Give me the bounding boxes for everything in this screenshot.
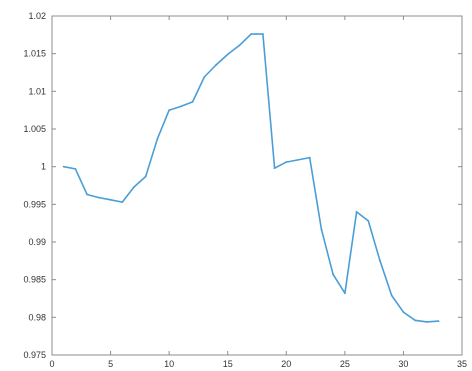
data-point xyxy=(86,193,89,196)
plot-frame xyxy=(51,15,463,356)
data-point xyxy=(250,33,253,35)
data-point xyxy=(261,33,264,35)
y-tick-label: 0.985 xyxy=(23,275,46,285)
data-point xyxy=(379,259,381,262)
series-layer xyxy=(62,33,440,323)
data-point xyxy=(425,320,428,323)
x-tick-label: 0 xyxy=(49,359,54,369)
y-tick-label: 0.975 xyxy=(23,350,46,360)
y-tick-label: 1.02 xyxy=(28,11,46,21)
data-point xyxy=(133,186,135,188)
data-point xyxy=(285,161,288,164)
data-point xyxy=(203,76,206,78)
data-point xyxy=(121,201,124,203)
data-point xyxy=(109,198,112,201)
data-point xyxy=(402,311,405,313)
data-point xyxy=(144,175,147,178)
x-tick-label: 5 xyxy=(108,359,113,369)
y-tick-label: 1.01 xyxy=(28,86,46,96)
x-tick-label: 10 xyxy=(164,359,174,369)
data-point xyxy=(191,100,194,103)
data-point xyxy=(367,220,370,222)
data-point xyxy=(62,165,65,168)
data-point xyxy=(273,167,276,170)
data-point xyxy=(215,64,217,66)
data-point xyxy=(156,137,159,140)
data-point xyxy=(97,196,100,199)
data-point xyxy=(74,168,77,170)
y-axis: 0.975 0.98 0.985 0.99 0.995 1 1.005 1.01 1.015 1.… xyxy=(23,11,462,360)
data-point xyxy=(332,273,335,276)
data-point xyxy=(437,320,440,322)
data-point xyxy=(390,294,393,297)
x-tick-label: 35 xyxy=(457,359,467,369)
y-tick-label: 0.98 xyxy=(28,312,46,322)
x-axis: 0 5 10 15 20 25 30 35 xyxy=(49,16,467,369)
x-tick-label: 25 xyxy=(340,359,350,369)
data-point xyxy=(297,158,299,161)
data-point xyxy=(179,105,182,108)
data-point xyxy=(168,109,171,112)
x-tick-label: 30 xyxy=(398,359,408,369)
x-tick-label: 15 xyxy=(223,359,233,369)
y-tick-label: 0.995 xyxy=(23,199,46,209)
data-point xyxy=(320,228,323,231)
y-tick-label: 1.015 xyxy=(23,49,46,59)
data-point xyxy=(343,292,346,295)
x-tick-label: 20 xyxy=(281,359,291,369)
y-tick-label: 0.99 xyxy=(28,237,46,247)
data-point xyxy=(355,210,358,213)
y-tick-label: 1.005 xyxy=(23,124,46,134)
y-tick-label: 1 xyxy=(41,162,46,172)
data-point xyxy=(414,319,417,322)
data-point xyxy=(308,156,311,159)
data-point xyxy=(226,53,229,56)
data-point xyxy=(238,44,241,47)
